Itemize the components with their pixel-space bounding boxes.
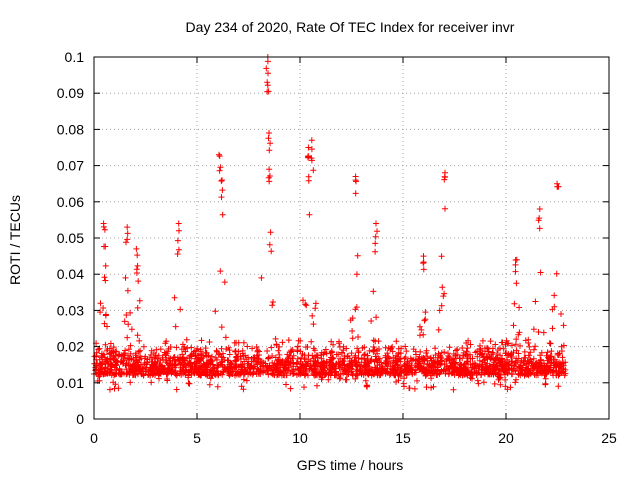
data-points xyxy=(91,54,569,393)
y-tick-label: 0.1 xyxy=(65,49,85,65)
y-tick-label: 0.09 xyxy=(57,85,84,101)
x-tick-label: 15 xyxy=(395,430,411,446)
x-axis-ticks: 0 5 10 15 20 25 xyxy=(90,57,617,446)
y-tick-label: 0.03 xyxy=(57,302,84,318)
y-tick-label: 0.07 xyxy=(57,158,84,174)
chart-title: Day 234 of 2020, Rate Of TEC Index for r… xyxy=(186,19,515,35)
y-axis-ticks: 0 0.01 0.02 0.03 0.04 0.05 0.06 0.07 0.08 0.09 0.1 xyxy=(57,49,609,427)
x-tick-label: 25 xyxy=(601,430,617,446)
x-tick-label: 5 xyxy=(193,430,201,446)
y-tick-label: 0.01 xyxy=(57,375,84,391)
grid-lines xyxy=(94,57,609,419)
y-axis-title: ROTI / TECUs xyxy=(7,195,23,285)
x-tick-label: 10 xyxy=(292,430,308,446)
y-tick-label: 0.06 xyxy=(57,194,84,210)
roti-point-cloud xyxy=(91,54,569,393)
x-axis-title: GPS time / hours xyxy=(297,457,404,473)
y-tick-label: 0.02 xyxy=(57,339,84,355)
y-tick-label: 0.04 xyxy=(57,266,84,282)
y-tick-label: 0.08 xyxy=(57,121,84,137)
y-tick-label: 0.05 xyxy=(57,230,84,246)
x-tick-label: 0 xyxy=(90,430,98,446)
x-tick-label: 20 xyxy=(498,430,514,446)
y-tick-label: 0 xyxy=(76,411,84,427)
